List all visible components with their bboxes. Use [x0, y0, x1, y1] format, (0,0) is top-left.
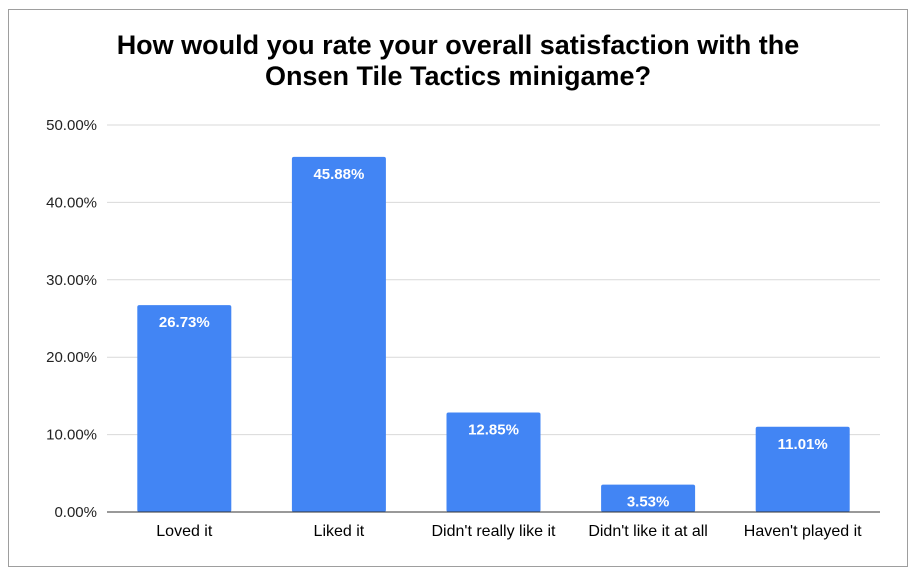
data-label: 3.53% [627, 494, 670, 511]
bar [601, 484, 696, 512]
bars: 26.73% 45.88% 12.85% 3.53% 11.01% [137, 156, 850, 512]
y-tick-label: 10.00% [46, 427, 97, 444]
bar [137, 305, 232, 512]
chart-title-line-2: Onsen Tile Tactics minigame? [264, 61, 652, 91]
data-label: 45.88% [313, 166, 364, 183]
y-tick-label: 40.00% [46, 194, 97, 211]
data-label: 12.85% [468, 422, 519, 439]
bar [291, 156, 386, 512]
x-tick-label: Loved it [156, 523, 213, 540]
y-tick-label: 30.00% [46, 272, 97, 289]
chart-title-line-1: How would you rate your overall satisfac… [116, 30, 800, 60]
x-tick-label: Liked it [314, 523, 365, 540]
data-label: 11.01% [778, 436, 828, 453]
bar [755, 426, 850, 512]
bar [446, 412, 541, 512]
gridlines [107, 124, 880, 436]
x-tick-label: Didn't really like it [432, 523, 557, 540]
y-tick-label: 20.00% [46, 349, 97, 366]
y-tick-label: 50.00% [46, 117, 97, 134]
x-tick-label: Didn't like it at all [588, 523, 708, 540]
x-axis-ticks: Loved it Liked it Didn't really like it Did… [156, 523, 862, 540]
y-axis-ticks: 0.00% 10.00% 20.00% 30.00% 40.00% 50.00% [46, 117, 97, 521]
x-tick-label: Haven't played it [744, 523, 862, 540]
chart-title: How would you rate your overall satisfac… [8, 30, 908, 92]
y-tick-label: 0.00% [54, 504, 97, 521]
data-label: 26.73% [159, 314, 210, 331]
